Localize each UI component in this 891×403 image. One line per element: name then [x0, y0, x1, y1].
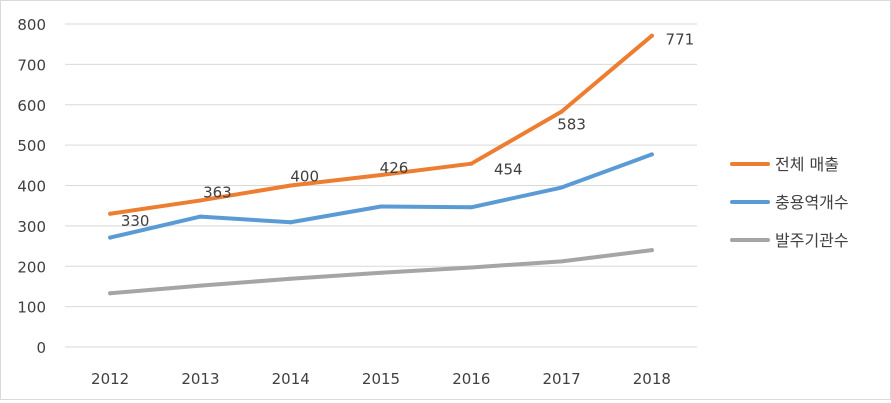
legend-label: 충용역개수 — [775, 193, 849, 212]
data-point — [649, 152, 654, 157]
data-point — [379, 204, 383, 209]
y-tick-label: 500 — [17, 137, 46, 155]
data-label: 400 — [290, 168, 319, 186]
data-labels: 330 363 400 426 454 583 771 — [121, 31, 694, 230]
data-point — [288, 183, 293, 188]
data-point — [469, 161, 474, 166]
x-tick-label: 2012 — [91, 370, 129, 388]
data-point — [649, 33, 654, 38]
data-point — [288, 220, 293, 225]
y-tick-label: 300 — [17, 218, 46, 236]
gridlines — [65, 23, 697, 348]
data-point — [108, 211, 113, 216]
x-axis: 2012 2013 2014 2015 2016 2017 2018 — [91, 370, 671, 388]
legend-label: 전체 매출 — [775, 155, 839, 174]
data-point — [379, 173, 383, 178]
data-point — [198, 214, 203, 219]
x-tick-label: 2013 — [181, 370, 219, 388]
data-point — [108, 235, 113, 240]
data-point — [108, 291, 113, 296]
series-lines — [108, 33, 654, 296]
y-tick-label: 600 — [17, 97, 46, 115]
y-axis: 0 100 200 300 400 500 600 700 800 — [17, 16, 46, 357]
data-point — [469, 205, 474, 210]
legend-label: 발주기관수 — [775, 231, 849, 250]
x-tick-label: 2016 — [452, 370, 490, 388]
data-point — [559, 259, 564, 264]
x-tick-label: 2014 — [272, 370, 310, 388]
data-point — [198, 283, 203, 288]
y-tick-label: 200 — [17, 258, 46, 276]
y-tick-label: 400 — [17, 178, 46, 196]
data-label: 426 — [380, 159, 409, 177]
x-tick-label: 2018 — [633, 370, 671, 388]
x-tick-label: 2015 — [362, 370, 400, 388]
data-label: 454 — [494, 161, 523, 179]
data-label: 363 — [203, 183, 232, 201]
x-tick-label: 2017 — [542, 370, 580, 388]
y-tick-label: 0 — [36, 339, 46, 357]
data-point — [198, 198, 203, 203]
y-tick-label: 800 — [17, 16, 46, 34]
y-tick-label: 100 — [17, 299, 46, 317]
data-point — [469, 265, 474, 270]
y-tick-label: 700 — [17, 56, 46, 74]
data-label: 583 — [557, 116, 586, 134]
data-point — [559, 109, 564, 114]
data-label: 771 — [666, 31, 695, 49]
data-point — [379, 270, 383, 275]
data-point — [559, 185, 564, 190]
data-label: 330 — [121, 212, 150, 230]
data-point — [288, 276, 293, 281]
data-point — [649, 248, 654, 253]
